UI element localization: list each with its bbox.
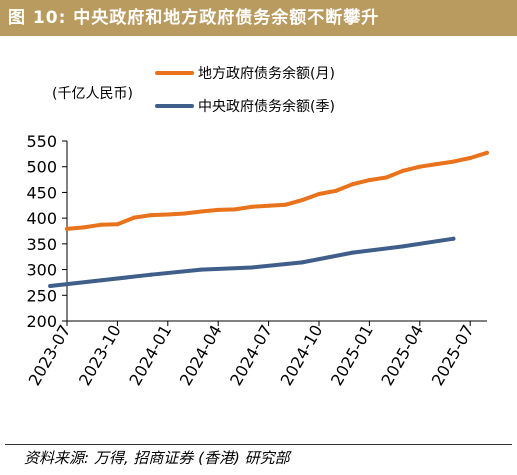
data-point-1	[115, 222, 120, 227]
chart-title: 图 10: 中央政府和地方政府债务余额不断攀升	[8, 6, 379, 30]
legend-label-2: 中央政府债务余额(季)	[198, 98, 335, 115]
series-line-1	[65, 150, 489, 231]
y-tick-label: 350	[26, 235, 57, 254]
figure-title: 中央政府和地方政府债务余额不断攀升	[73, 8, 380, 28]
data-point-2	[401, 244, 405, 249]
data-point-1	[333, 188, 338, 193]
legend-label-1: 地方政府债务余额(月)	[198, 65, 335, 82]
data-point-1	[451, 159, 456, 164]
x-tick-label: 2024-07	[226, 322, 276, 389]
x-tick-label: 2023-10	[75, 322, 125, 389]
data-point-1	[81, 225, 86, 230]
title-bar: 图 10: 中央政府和地方政府债务余额不断攀升	[0, 0, 517, 36]
data-point-1	[165, 212, 170, 217]
data-point-2	[249, 265, 254, 270]
y-tick-label: 250	[26, 286, 57, 305]
data-point-1	[233, 207, 237, 212]
y-tick-label: 550	[26, 132, 57, 151]
x-tick-label: 2024-10	[277, 322, 327, 389]
source-note: 资料来源: 万得, 招商证券 (香港) 研究部	[24, 449, 290, 467]
data-point-1	[350, 182, 355, 187]
data-point-2	[48, 284, 53, 288]
x-tick-label: 2024-01	[125, 322, 175, 389]
x-tick-label: 2025-01	[327, 322, 377, 389]
x-tick-label: 2025-04	[377, 322, 427, 389]
y-tick-label: 200	[26, 312, 57, 331]
y-tick-label: 450	[26, 183, 57, 202]
x-tick-label: 2025-07	[428, 322, 478, 389]
legend: 地方政府债务余额(月) 中央政府债务余额(季)	[155, 65, 335, 115]
data-point-1	[216, 207, 221, 212]
data-point-1	[199, 209, 204, 214]
series-line-2	[48, 236, 456, 288]
data-point-1	[149, 213, 153, 218]
footer-divider	[5, 444, 512, 445]
figure-label: 图 10:	[8, 8, 67, 28]
data-point-1	[283, 202, 288, 207]
data-point-2	[199, 267, 204, 272]
y-tick-label: 400	[26, 209, 57, 228]
data-point-1	[300, 198, 305, 203]
data-point-1	[98, 222, 103, 227]
data-point-1	[65, 226, 69, 231]
data-point-1	[401, 168, 405, 173]
data-point-2	[149, 272, 153, 277]
series-group	[48, 150, 489, 288]
y-tick-label: 300	[26, 261, 57, 280]
x-tick-label: 2023-07	[25, 322, 75, 389]
data-point-1	[417, 164, 422, 169]
data-point-2	[300, 260, 305, 265]
data-point-1	[249, 204, 254, 209]
data-point-1	[485, 150, 489, 155]
data-point-1	[367, 178, 372, 183]
unit-label: (千亿人民币)	[52, 86, 133, 102]
data-point-1	[266, 203, 271, 208]
data-point-2	[350, 250, 355, 255]
data-point-2	[98, 278, 103, 283]
y-tick-label: 500	[26, 158, 57, 177]
data-point-1	[182, 211, 187, 216]
x-tick-label: 2024-04	[176, 322, 226, 389]
data-point-2	[451, 236, 456, 241]
data-point-1	[384, 175, 389, 180]
data-point-1	[132, 215, 137, 220]
data-point-1	[434, 162, 439, 167]
data-point-1	[317, 192, 321, 196]
chart: 地方政府债务余额(月) 中央政府债务余额(季) (千亿人民币) 200 250 300…	[25, 65, 489, 389]
data-point-1	[468, 156, 473, 160]
